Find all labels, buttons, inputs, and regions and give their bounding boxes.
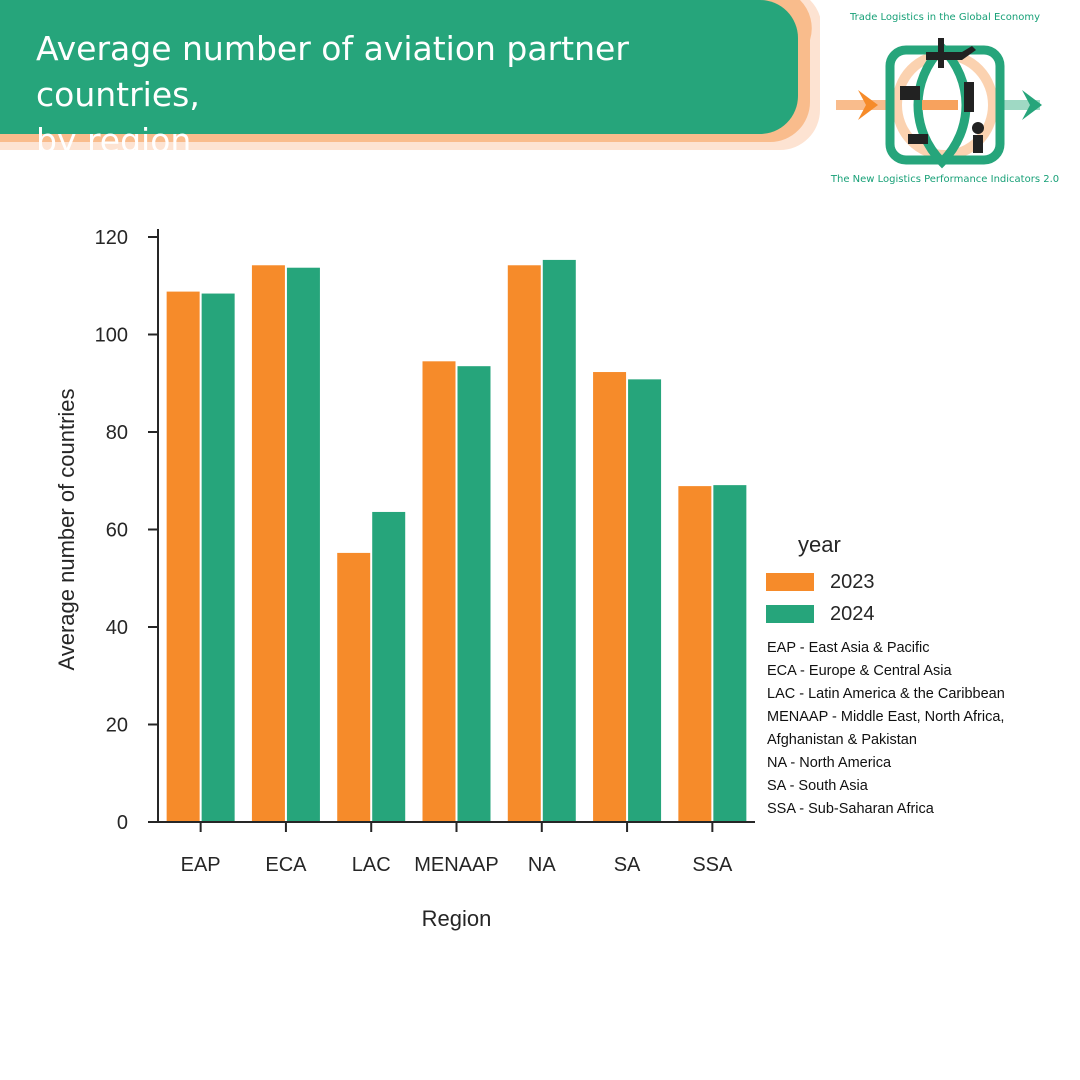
truck-icon — [900, 86, 920, 100]
factory-icon — [964, 82, 974, 112]
abbrev-eca: ECA - Europe & Central Asia — [767, 663, 952, 679]
worker-body — [973, 135, 983, 153]
legend-title: year — [798, 532, 841, 557]
x-axis-title: Region — [422, 906, 492, 931]
legend-item-2023: 2023 — [766, 566, 875, 598]
y-tick-label: 80 — [106, 422, 128, 444]
logo-bottom-text: The New Logistics Performance Indicators… — [830, 174, 1060, 185]
lpi-logo: Trade Logistics in the Global Economy Th… — [830, 8, 1060, 188]
title-banner: Average number of aviation partner count… — [0, 0, 820, 160]
logo-arrow-band-right — [1000, 100, 1040, 110]
logo-graphic — [836, 38, 1042, 169]
bar-menaap-2024 — [457, 366, 491, 822]
y-tick-label: 0 — [117, 812, 128, 834]
y-axis-title: Average number of countries — [54, 388, 79, 670]
bar-eap-2023 — [166, 291, 200, 823]
bar-eca-2023 — [251, 265, 285, 822]
x-ticks-group: EAP ECA LAC MENAAP NA SA SSA — [181, 822, 733, 876]
y-tick-label: 100 — [95, 325, 128, 347]
abbrev-menaap: MENAAP - Middle East, North Africa, — [767, 709, 1005, 725]
airplane-wing — [938, 38, 944, 68]
legend-swatch-2023 — [766, 573, 814, 591]
legend-label-2024: 2024 — [830, 602, 875, 625]
ship-icon — [908, 134, 928, 144]
abbrev-sa: SA - South Asia — [767, 778, 868, 794]
bar-lac-2023 — [337, 552, 371, 822]
bar-ssa-2023 — [678, 486, 712, 822]
logo-belt — [922, 100, 958, 110]
bar-na-2024 — [542, 259, 576, 823]
bar-lac-2024 — [372, 511, 406, 822]
abbrev-ssa: SSA - Sub-Saharan Africa — [767, 801, 934, 817]
y-tick-label: 20 — [106, 715, 128, 737]
region-abbreviations: EAP - East Asia & Pacific ECA - Europe &… — [767, 637, 1005, 821]
page-title: Average number of aviation partner count… — [36, 29, 629, 160]
bar-sa-2023 — [593, 372, 627, 822]
bar-eca-2024 — [286, 267, 320, 822]
bar-eap-2024 — [201, 293, 235, 822]
bars-group — [166, 259, 747, 823]
abbrev-menaap-cont: Afghanistan & Pakistan — [767, 732, 917, 748]
logo-leaf-icon — [913, 41, 971, 169]
banner-main — [0, 0, 798, 134]
abbrev-lac: LAC - Latin America & the Caribbean — [767, 686, 1005, 702]
logo-arrow-right-icon — [1022, 90, 1042, 120]
abbrev-eap: EAP - East Asia & Pacific — [767, 640, 930, 656]
bar-ssa-2024 — [713, 485, 747, 822]
worker-icon — [972, 122, 984, 134]
banner-shape — [0, 0, 820, 150]
bar-menaap-2023 — [422, 361, 456, 822]
x-tick-label-lac: LAC — [352, 854, 391, 876]
abbrev-na: NA - North America — [767, 755, 892, 771]
legend-swatch-2024 — [766, 605, 814, 623]
logo-top-text: Trade Logistics in the Global Economy — [849, 12, 1040, 23]
legend-item-2024: 2024 — [766, 598, 875, 630]
legend-label-2023: 2023 — [830, 570, 875, 593]
bar-sa-2024 — [628, 379, 662, 822]
x-tick-label-eap: EAP — [181, 854, 221, 876]
legend: year 2023 2024 — [766, 532, 875, 630]
x-tick-label-eca: ECA — [265, 854, 307, 876]
y-tick-label: 120 — [95, 227, 128, 249]
x-tick-label-menaap: MENAAP — [414, 854, 498, 876]
y-tick-label: 40 — [106, 617, 128, 639]
y-ticks-group: 0 20 40 60 80 100 120 — [95, 227, 158, 834]
logo-arrow-left-icon — [858, 90, 878, 120]
x-tick-label-ssa: SSA — [692, 854, 733, 876]
y-tick-label: 60 — [106, 520, 128, 542]
x-tick-label-sa: SA — [614, 854, 641, 876]
x-tick-label-na: NA — [528, 854, 556, 876]
bar-na-2023 — [507, 265, 541, 822]
